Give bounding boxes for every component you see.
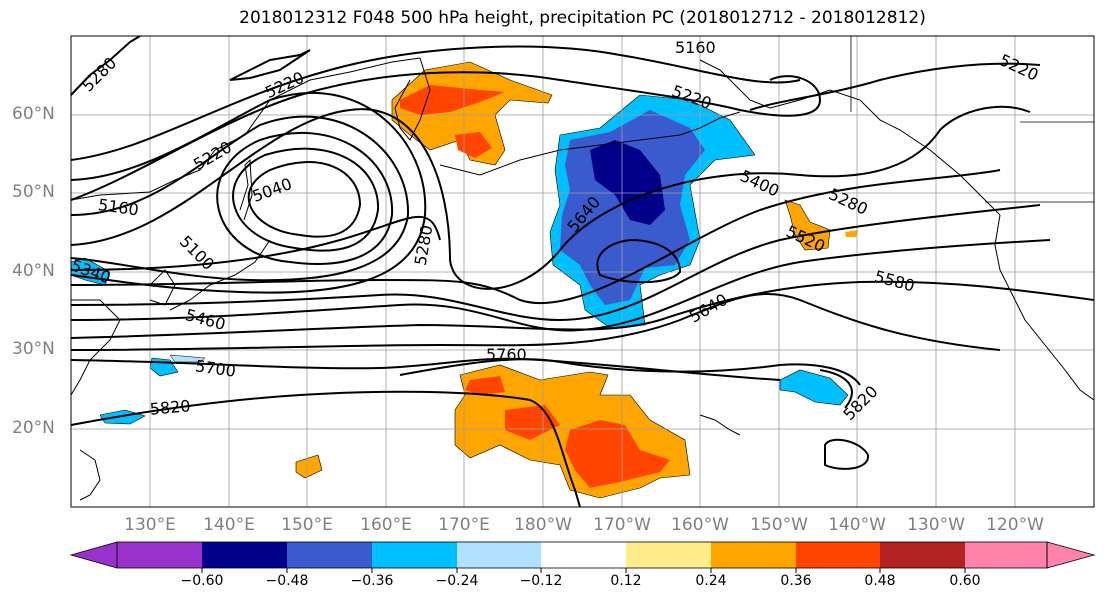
lon-label: 150°W <box>750 515 808 535</box>
contour-5820-small <box>824 438 869 470</box>
colorbar-bin <box>965 542 1047 568</box>
lon-label: 140°W <box>828 515 886 535</box>
lon-label: 130°E <box>124 515 176 535</box>
contour-label: 5160 <box>675 38 716 57</box>
height-contours <box>70 35 1095 508</box>
precip-negative-west4 <box>169 354 206 363</box>
colorbar-bin <box>372 542 457 568</box>
colorbar <box>69 541 1096 573</box>
precip-positive-subtropical-core <box>465 376 505 395</box>
lat-label: 50°N <box>12 182 55 202</box>
lat-label: 40°N <box>12 261 55 281</box>
contour-closed-low-3 <box>216 131 394 265</box>
lon-label: 140°E <box>203 515 255 535</box>
contour-5340-main <box>70 215 441 271</box>
contour-5580 <box>70 280 1095 339</box>
precip-positive-subtropical-core3 <box>565 420 670 488</box>
contour-5700 <box>70 357 781 381</box>
borders <box>850 36 1094 203</box>
colorbar-bin <box>287 542 372 568</box>
coast-hawaii <box>699 414 741 436</box>
colorbar-tick-label: −0.12 <box>519 573 563 589</box>
colorbar-tick-label: 0.24 <box>695 573 727 589</box>
lon-label: 120°W <box>986 515 1044 535</box>
contour-closed-low-1 <box>247 161 362 238</box>
lon-label: 130°W <box>907 515 965 535</box>
colorbar-tick-label: −0.48 <box>265 573 309 589</box>
colorbar-bin <box>117 542 202 568</box>
colorbar-tick-label: 0.48 <box>864 573 896 589</box>
colorbar-tick-label: −0.24 <box>435 573 479 589</box>
precip-negative-central-core <box>590 140 665 225</box>
map-frame <box>70 35 1095 508</box>
contour-closed-low-4 <box>70 115 410 282</box>
colorbar-bin <box>457 542 541 568</box>
contour-5220-main <box>70 71 822 201</box>
contour-label: 5820 <box>149 396 191 418</box>
coastlines <box>70 57 1095 501</box>
coast-kamchatka <box>394 57 431 141</box>
contour-closed-low-5 <box>70 91 427 294</box>
precip-positive-goa-dot <box>845 230 858 237</box>
contour-closed-low-2 <box>232 147 380 252</box>
contour-5160-ne <box>749 62 1041 111</box>
lon-label: 160°W <box>671 515 729 535</box>
colorbar-bin <box>541 542 626 568</box>
precip-positive-subtropical-small <box>295 454 323 479</box>
colorbar-tick-label: 0.36 <box>780 573 812 589</box>
coast-asia <box>70 57 421 201</box>
contour-5280-nw <box>70 35 141 96</box>
contour-5400 <box>70 169 1001 305</box>
coast-sakhalin <box>239 158 253 221</box>
lat-label: 60°N <box>12 104 55 124</box>
contour-5760 <box>399 358 861 386</box>
lat-label: 30°N <box>12 339 55 359</box>
map-title: 2018012312 F048 500 hPa height, precipit… <box>239 8 926 28</box>
colorbar-tick-label: −0.36 <box>350 573 394 589</box>
colorbar-bin <box>202 542 287 568</box>
colorbar-cap-left <box>69 541 118 569</box>
colorbar-bin <box>880 542 965 568</box>
lon-label: 170°E <box>438 515 490 535</box>
coast-aleutians <box>439 111 741 176</box>
contour-5460 <box>70 204 1041 322</box>
contour-5640b <box>596 238 682 284</box>
contour-5220-asia <box>229 49 311 81</box>
contour-5640 <box>70 292 1001 351</box>
contour-label: 5760 <box>486 345 527 364</box>
coast-china <box>70 299 121 396</box>
colorbar-bin <box>626 542 711 568</box>
precip-positive-kamchatka-core <box>400 85 505 115</box>
lon-label: 150°E <box>281 515 333 535</box>
colorbar-tick-label: 0.12 <box>610 573 642 589</box>
lat-label: 20°N <box>12 418 55 438</box>
colorbar-tick-label: 0.60 <box>949 573 981 589</box>
coast-philippines <box>79 449 101 501</box>
contour-5820 <box>70 390 581 508</box>
contour-5280-main <box>70 105 1031 290</box>
precip-shading <box>70 61 858 499</box>
colorbar-bin <box>796 542 880 568</box>
colorbar-bin <box>711 542 796 568</box>
lon-label: 160°E <box>360 515 412 535</box>
colorbar-cap-right <box>1046 541 1096 569</box>
precip-positive-goa <box>784 199 831 251</box>
precip-negative-east <box>779 369 849 406</box>
contour-5160-main <box>70 45 801 161</box>
contour-5820-east <box>819 369 853 409</box>
lon-label: 180°W <box>514 515 572 535</box>
colorbar-tick-label: −0.60 <box>180 573 224 589</box>
coast-na-west <box>994 214 1095 401</box>
lon-label: 170°W <box>593 515 651 535</box>
